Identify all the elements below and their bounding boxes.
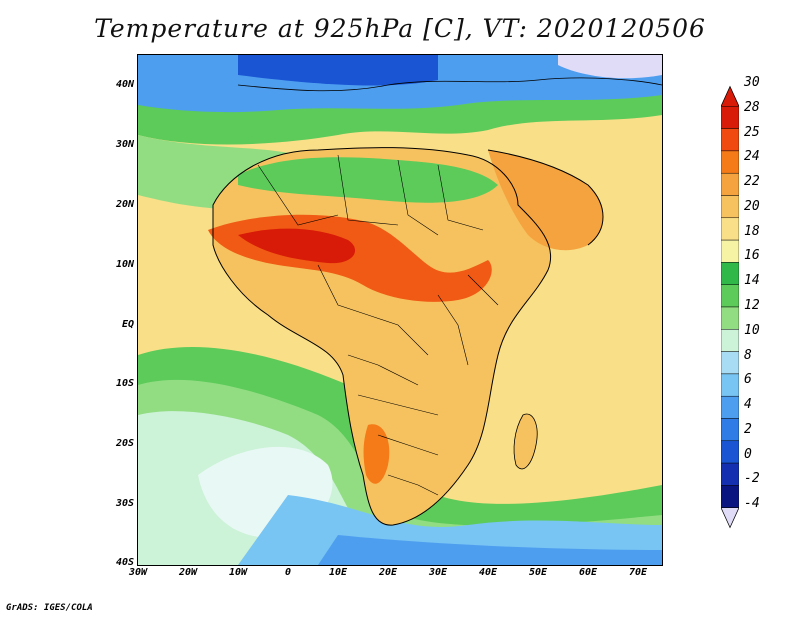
lat-label-30n: 30N [115, 139, 134, 150]
colorbar-segment [721, 195, 739, 219]
colorbar-segment [721, 106, 739, 129]
colorbar-label: 4 [744, 397, 752, 413]
map-title: Temperature at 925hPa [C], VT: 202012050… [94, 14, 706, 43]
lon-label-30e: 30E [428, 567, 448, 578]
colorbar-label: 6 [744, 372, 752, 388]
colorbar-segment [721, 306, 739, 330]
lat-label-20n: 20N [115, 199, 134, 210]
lon-label-10w: 10W [228, 567, 248, 578]
lat-label-30s: 30S [115, 498, 134, 509]
colorbar-segment [721, 351, 739, 375]
colorbar-label: 18 [744, 223, 760, 239]
colorbar-segment [721, 284, 739, 308]
colorbar-segment [721, 329, 739, 352]
lat-label-40n: 40N [115, 79, 134, 90]
lon-label-0: 0 [284, 567, 292, 578]
colorbar-label: -2 [744, 471, 760, 487]
colorbar-label: 8 [744, 347, 752, 363]
lat-label-eq: EQ [121, 319, 134, 330]
lon-label-20e: 20E [378, 567, 398, 578]
colorbar-label: 28 [744, 99, 760, 115]
lon-label-20w: 20W [178, 567, 198, 578]
colorbar-bottom-arrow [721, 507, 739, 529]
colorbar-segment [721, 395, 739, 419]
colorbar-label: 30 [744, 75, 760, 90]
lon-label-60e: 60E [578, 567, 598, 578]
colorbar-segment [721, 172, 739, 196]
lat-label-10n: 10N [115, 259, 134, 270]
colorbar-segment [721, 239, 739, 263]
colorbar-label: 12 [744, 298, 760, 313]
colorbar-segment [721, 418, 739, 442]
colorbar-segment [721, 217, 739, 241]
colorbar-label: 14 [744, 273, 760, 289]
colorbar-label: -4 [744, 496, 760, 512]
lat-label-10s: 10S [115, 378, 134, 389]
lon-label-50e: 50E [528, 567, 548, 578]
colorbar-label: 0 [744, 446, 752, 462]
lat-label-20s: 20S [115, 438, 134, 449]
colorbar-label: 22 [744, 174, 760, 190]
sahel-core-max [238, 228, 356, 264]
colorbar-label: 20 [744, 198, 760, 214]
temperature-map [137, 54, 663, 566]
lat-label-40s: 40S [115, 557, 134, 568]
colorbar-segment [721, 262, 739, 285]
lon-label-30w: 30W [128, 567, 148, 578]
colorbar-label: 10 [744, 322, 760, 338]
colorbar-segment [721, 440, 739, 464]
colorbar-label: 2 [744, 421, 752, 437]
arabian-peninsula [488, 150, 603, 251]
colorbar-label: 24 [744, 149, 760, 165]
europe-cold-band [238, 55, 438, 86]
colorbar-segment [721, 485, 739, 508]
northeast-cold-pool [558, 55, 662, 79]
lon-label-10e: 10E [328, 567, 348, 578]
grads-credit: GrADS: IGES/COLA [6, 603, 93, 613]
europe-coastline [237, 77, 662, 92]
southern-deep-blue-band [318, 535, 662, 565]
colorbar-label: 25 [744, 124, 760, 140]
colorbar-label: 16 [744, 248, 760, 264]
sahara-green-zone [238, 157, 498, 203]
map-canvas [138, 55, 662, 565]
colorbar-top-arrow [721, 85, 739, 107]
lon-label-70e: 70E [628, 567, 648, 578]
country-borders [257, 154, 499, 496]
madagascar-island [513, 413, 538, 470]
colorbar-segment [721, 128, 739, 152]
kalahari-hot-spot [363, 424, 390, 484]
arabia-coastline [487, 149, 604, 246]
africa-coastline [212, 147, 552, 526]
colorbar-segment [721, 462, 739, 486]
colorbar-segment [721, 373, 739, 397]
lon-label-40e: 40E [478, 567, 498, 578]
colorbar-segment [721, 150, 739, 174]
colorbar [721, 85, 739, 529]
